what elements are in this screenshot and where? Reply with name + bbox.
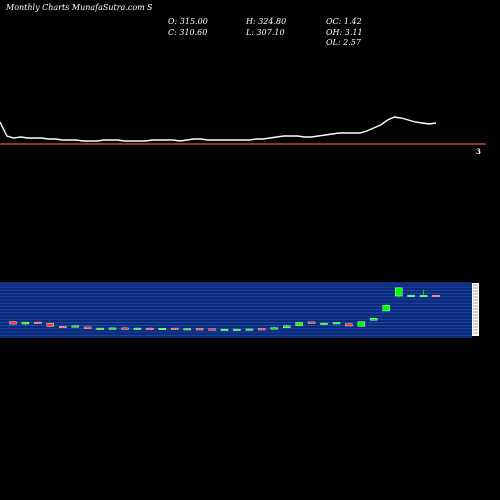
oh-value: OH: 3.11 bbox=[326, 28, 363, 37]
candle-body bbox=[46, 323, 54, 327]
candle-body bbox=[332, 322, 341, 325]
candle-body bbox=[59, 326, 67, 328]
candle-body bbox=[345, 323, 353, 327]
price-line bbox=[0, 116, 437, 142]
chart-title: Monthly Charts MunafaSutra.com bbox=[6, 3, 145, 12]
candle-body bbox=[9, 321, 17, 325]
candle-body bbox=[245, 328, 254, 331]
candle-body bbox=[170, 327, 179, 330]
close-value: C: 310.60 bbox=[168, 28, 208, 37]
candle-body bbox=[233, 328, 241, 331]
candle-body bbox=[407, 295, 415, 297]
axis-scale-strip bbox=[472, 283, 479, 336]
candle-body bbox=[83, 326, 92, 329]
candle-body bbox=[357, 321, 366, 327]
candle-body bbox=[133, 327, 142, 330]
high-value: H: 324.80 bbox=[246, 17, 287, 26]
candle-body bbox=[258, 328, 266, 331]
low-value: L: 307.10 bbox=[246, 28, 285, 37]
candle-body bbox=[121, 327, 129, 330]
candle-body bbox=[307, 321, 316, 324]
candle-body bbox=[158, 328, 167, 330]
price-axis-label: 3 bbox=[476, 147, 481, 156]
candle-body bbox=[183, 328, 191, 331]
candle-body bbox=[295, 322, 303, 326]
candle-body bbox=[108, 327, 117, 330]
candle-body bbox=[370, 318, 378, 321]
candle-body bbox=[220, 328, 229, 331]
ol-value: OL: 2.57 bbox=[326, 38, 361, 47]
candle-body bbox=[208, 328, 216, 331]
candle-body bbox=[146, 327, 154, 330]
candle-body bbox=[270, 327, 278, 330]
candle-body bbox=[395, 287, 403, 297]
oc-value: OC: 1.42 bbox=[326, 17, 362, 26]
candle-body bbox=[34, 321, 42, 324]
candle-body bbox=[21, 321, 30, 325]
candle-body bbox=[432, 295, 440, 297]
candle-body bbox=[419, 295, 428, 297]
candle-body bbox=[382, 305, 390, 312]
candle-body bbox=[195, 328, 204, 331]
open-value: O: 315.00 bbox=[168, 17, 208, 26]
candle-body bbox=[71, 325, 79, 328]
candle-body bbox=[96, 327, 104, 330]
candle-body bbox=[283, 325, 291, 328]
candle-body bbox=[320, 322, 328, 325]
symbol-label: S bbox=[147, 3, 153, 12]
